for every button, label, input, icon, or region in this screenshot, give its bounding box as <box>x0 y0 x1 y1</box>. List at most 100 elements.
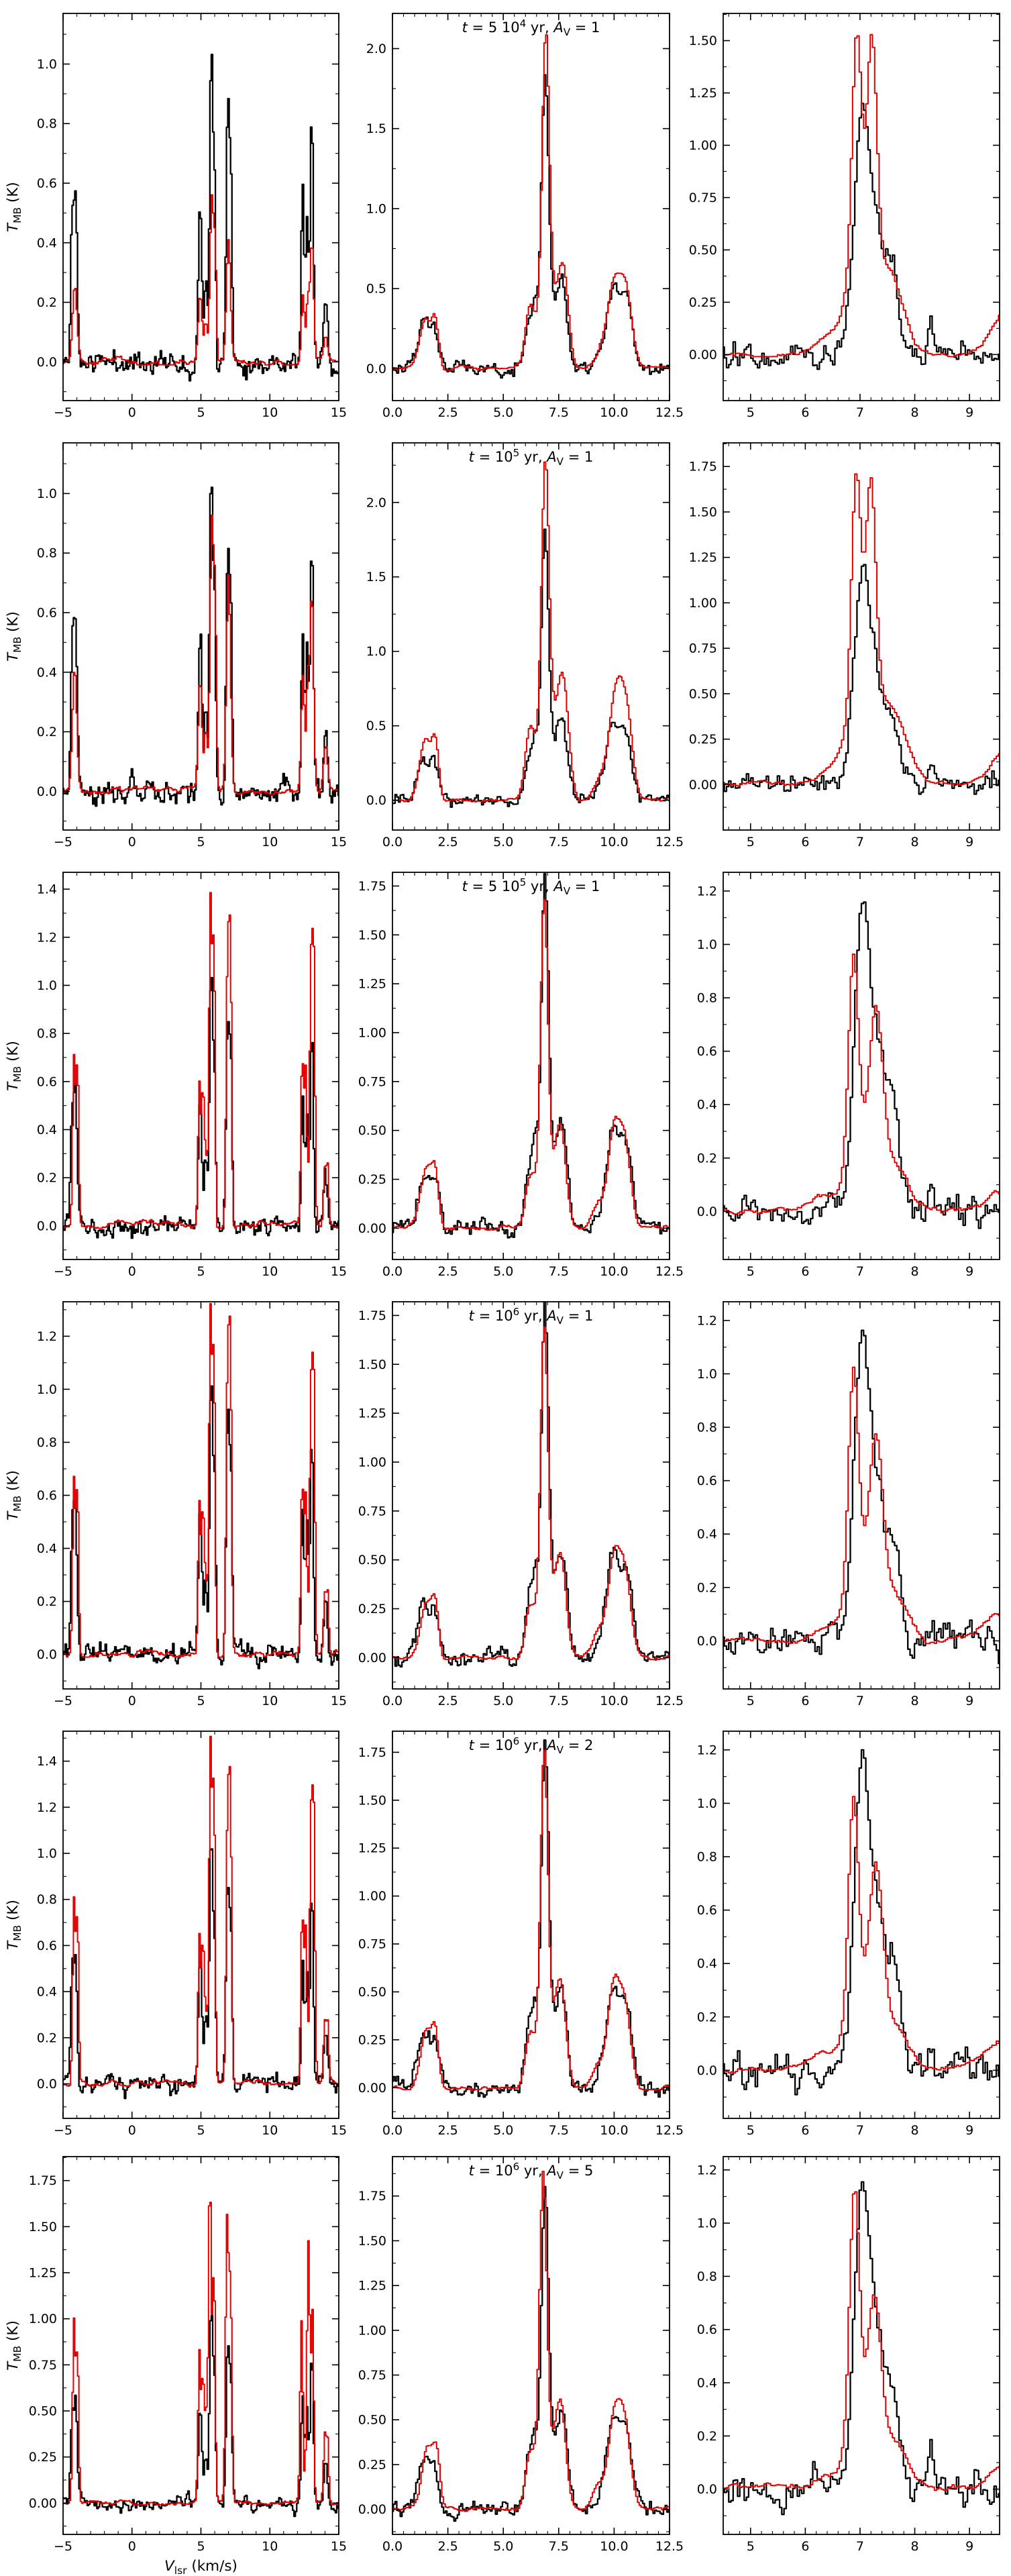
observed-spectrum-line <box>723 2181 1000 2516</box>
y-tick-label: 1.2 <box>697 2163 717 2177</box>
spectrum-panel-r2c2: 0.0 2.5 5.0 7.5 10.0 12.5 0.0 0.5 1.0 1.5 2.0 t = 1… <box>366 442 684 849</box>
y-tick-label: 1.0 <box>697 1796 717 1811</box>
spectrum-panel-r3c1: −5 0 5 10 15 0.0 0.2 0.4 0.6 0.8 1.0 1.2 1.4 TMB (K) <box>5 872 347 1279</box>
y-tick-label: 0.50 <box>358 1123 386 1138</box>
x-tick-label: 10.0 <box>600 835 628 849</box>
x-tick-label: 5 <box>747 1694 755 1708</box>
x-tick-label: 2.5 <box>437 2123 458 2138</box>
spectrum-panel-r6c3: 5 6 7 8 9 0.0 0.2 0.4 0.6 0.8 1.0 1.2 <box>697 2156 1000 2554</box>
x-tick-label: 12.5 <box>655 835 684 849</box>
x-tick-label: 5.0 <box>493 835 513 849</box>
x-tick-label: 0.0 <box>382 2539 403 2554</box>
y-tick-label: 0.25 <box>689 732 717 747</box>
plot-frame <box>62 13 339 401</box>
y-tick-label: 1.75 <box>358 1308 386 1323</box>
y-tick-label: 0.2 <box>697 1151 717 1166</box>
y-tick-label: 0.50 <box>689 686 717 701</box>
x-tick-label: 5.0 <box>493 2123 513 2138</box>
plot-frame <box>62 872 339 1260</box>
plot-frame <box>62 2156 339 2535</box>
observed-spectrum-line <box>63 1848 339 2100</box>
y-tick-label: 0.00 <box>358 1651 386 1665</box>
x-tick-label: −5 <box>54 1264 72 1279</box>
x-tick-label: 10.0 <box>600 405 628 420</box>
x-tick-label: 2.5 <box>437 1694 458 1708</box>
x-tick-label: 7 <box>856 1694 864 1708</box>
y-tick-label: 2.0 <box>366 42 386 56</box>
spectrum-panel-r3c3: 5 6 7 8 9 0.0 0.2 0.4 0.6 0.8 1.0 1.2 <box>697 872 1000 1279</box>
x-tick-label: 5.0 <box>493 1694 513 1708</box>
x-tick-label: 8 <box>910 1694 918 1708</box>
y-tick-label: 0.00 <box>689 348 717 362</box>
model-spectrum-line <box>63 2202 339 2506</box>
x-tick-label: 5 <box>747 1264 755 1279</box>
x-tick-label: 8 <box>910 2539 918 2554</box>
spectrum-panel-r4c2: 0.0 2.5 5.0 7.5 10.0 12.5 0.00 0.25 0.50 0.75 1.00… <box>358 1301 684 1708</box>
y-tick-label: 0.25 <box>358 2457 386 2472</box>
y-tick-label: 0.6 <box>697 1044 717 1059</box>
x-tick-label: 5 <box>197 2539 205 2554</box>
y-tick-label: 0.00 <box>358 2081 386 2096</box>
y-tick-label: 1.25 <box>689 550 717 565</box>
model-spectrum-line <box>392 461 670 803</box>
y-tick-label: 0.8 <box>697 2269 717 2284</box>
model-spectrum-line <box>63 1735 339 2087</box>
y-tick-label: 1.0 <box>366 201 386 216</box>
y-tick-label: 0.4 <box>697 1098 717 1113</box>
panel-title: t = 105 yr, AV = 1 <box>469 447 594 468</box>
x-tick-label: −5 <box>54 835 72 849</box>
x-tick-label: −5 <box>54 405 72 420</box>
x-tick-label: 0.0 <box>382 2123 403 2138</box>
x-tick-label: 10 <box>262 835 278 849</box>
y-tick-label: 1.25 <box>358 1406 386 1421</box>
y-tick-label: 0.4 <box>697 1957 717 1971</box>
y-axis-label: TMB (K) <box>5 182 23 232</box>
y-tick-label: 1.75 <box>689 460 717 474</box>
y-tick-label: 0.75 <box>689 191 717 205</box>
y-tick-label: 1.00 <box>689 596 717 611</box>
x-tick-label: 10 <box>262 2123 278 2138</box>
y-tick-label: 0.00 <box>358 1221 386 1236</box>
x-tick-label: 6 <box>801 2123 809 2138</box>
x-tick-label: 5 <box>197 405 205 420</box>
x-tick-label: 5 <box>197 1694 205 1708</box>
spectrum-panel-r6c1: −5 0 5 10 15 0.00 0.25 0.50 0.75 1.00 1.25 1.50 1.75… <box>5 2156 347 2576</box>
y-tick-label: 1.25 <box>29 2266 57 2281</box>
x-tick-label: −5 <box>54 1694 72 1708</box>
x-tick-label: 15 <box>331 835 347 849</box>
x-tick-label: 7 <box>856 835 864 849</box>
y-tick-label: 0.2 <box>37 1171 57 1186</box>
y-tick-label: 1.0 <box>37 1847 57 1861</box>
x-tick-label: 10 <box>262 2539 278 2554</box>
model-spectrum-line <box>723 34 1000 358</box>
y-axis-label: TMB (K) <box>5 611 23 662</box>
observed-spectrum-line <box>63 54 339 382</box>
spectrum-panel-r4c3: 5 6 7 8 9 0.0 0.2 0.4 0.6 0.8 1.0 1.2 <box>697 1301 1000 1708</box>
y-tick-label: 0.6 <box>697 1903 717 1918</box>
panel-title: t = 5 105 yr, AV = 1 <box>462 876 600 897</box>
x-tick-label: 0 <box>128 1694 136 1708</box>
model-spectrum-line <box>392 1326 670 1661</box>
y-tick-label: 0.50 <box>358 1553 386 1567</box>
y-tick-label: 1.50 <box>358 1793 386 1808</box>
y-tick-label: 1.5 <box>366 121 386 136</box>
x-tick-label: 5 <box>747 405 755 420</box>
y-tick-label: 1.00 <box>358 1455 386 1470</box>
plot-frame <box>723 442 1000 831</box>
x-axis-label: Vlsr (km/s) <box>164 2558 237 2576</box>
plot-frame <box>62 1731 339 2119</box>
y-tick-label: 0.75 <box>29 2358 57 2373</box>
y-tick-label: 0.4 <box>37 1541 57 1556</box>
x-tick-label: 7.5 <box>549 405 569 420</box>
x-tick-label: 9 <box>965 2539 973 2554</box>
y-tick-label: 0.6 <box>37 605 57 620</box>
observed-spectrum-line <box>392 74 670 379</box>
y-axis-label: TMB (K) <box>5 1900 23 1950</box>
y-tick-label: 2.0 <box>366 495 386 510</box>
y-tick-label: 1.25 <box>358 977 386 992</box>
plot-frame <box>723 13 1000 401</box>
x-tick-label: 10.0 <box>600 1694 628 1708</box>
x-tick-label: 12.5 <box>655 2539 684 2554</box>
y-tick-label: 0.0 <box>697 1204 717 1219</box>
y-tick-label: 0.25 <box>358 1602 386 1616</box>
